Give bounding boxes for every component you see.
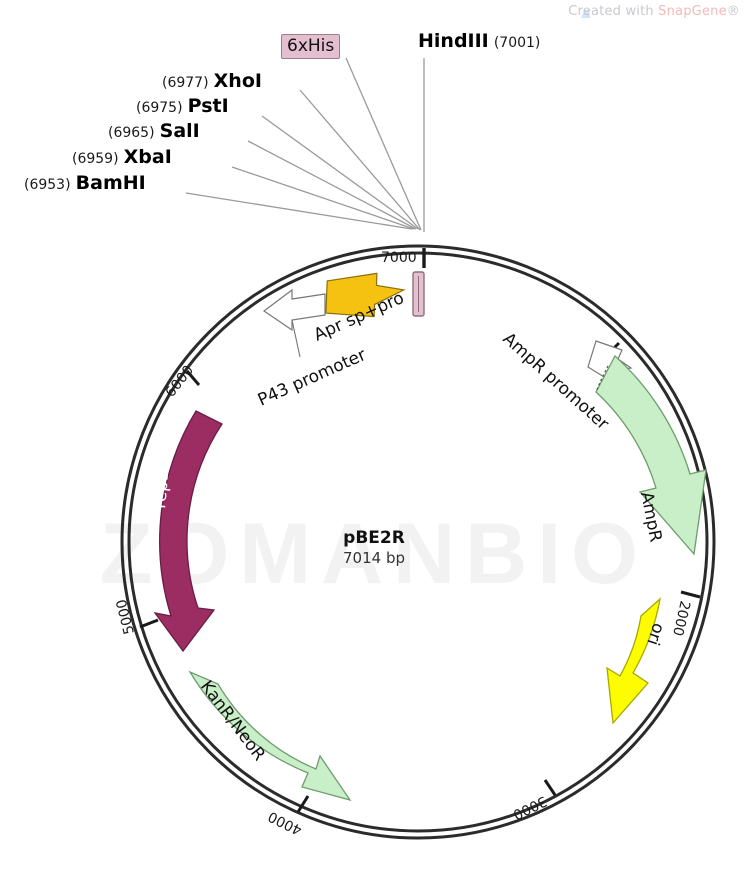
site-position-sali: (6965) xyxy=(108,125,155,141)
feature-6xhis-marker xyxy=(412,271,425,317)
site-label-sali[interactable]: (6965) SalI xyxy=(108,120,200,142)
plasmid-name: pBE2R xyxy=(343,528,405,548)
tick-label-2000: 2000 xyxy=(669,599,693,637)
leader-line-xhoi xyxy=(299,89,421,231)
leader-line-bamhi xyxy=(185,192,413,230)
restriction-leader-lines xyxy=(185,57,425,232)
site-position-xhoi: (6977) xyxy=(162,75,209,91)
site-position-psti: (6975) xyxy=(136,100,183,116)
snapgene-watermark: Created with SnapGene® xyxy=(568,4,740,19)
site-enzyme-xbai: XbaI xyxy=(123,146,172,168)
feature-label-kanr-neor: KanR/NeoR xyxy=(196,677,269,765)
leader-line-sali xyxy=(247,140,417,230)
feature-label-p43-promoter: P43 promoter xyxy=(255,345,369,411)
site-enzyme-psti: PstI xyxy=(187,95,229,117)
tick-label-7000: 7000 xyxy=(381,250,417,266)
feature-p43-promoter[interactable] xyxy=(262,288,326,358)
plasmid-size: 7014 bp xyxy=(343,549,405,567)
leader-line-6xhis xyxy=(345,57,422,231)
feature-label-repb: repB xyxy=(150,468,173,509)
tag-label-6xhis[interactable]: 6xHis xyxy=(281,34,341,59)
feature-apr-sp-pro[interactable] xyxy=(324,272,406,319)
site-label-bamhi[interactable]: (6953) BamHI xyxy=(24,172,146,194)
site-enzyme-xhoi: XhoI xyxy=(213,70,262,92)
snapgene-logo-icon xyxy=(581,8,590,18)
site-position-xbai: (6959) xyxy=(72,151,119,167)
tick-mark-6000 xyxy=(185,370,201,386)
tick-mark-5000 xyxy=(139,618,159,629)
tick-label-3000: 3000 xyxy=(510,792,549,822)
plasmid-backbone xyxy=(120,244,716,840)
snapgene-watermark-suffix: ® xyxy=(726,4,740,19)
snapgene-watermark-prefix: Created with xyxy=(568,4,659,19)
feature-kanr-neor[interactable] xyxy=(188,670,352,802)
ampr-start-dash xyxy=(595,365,609,393)
site-position-hindiii: (7001) xyxy=(493,35,541,51)
tick-mark-2000 xyxy=(680,590,701,599)
feature-repb[interactable] xyxy=(153,410,223,653)
snapgene-watermark-brand: SnapGene xyxy=(658,4,727,19)
feature-ampr[interactable] xyxy=(595,354,707,556)
leader-line-psti xyxy=(261,115,419,230)
feature-ori[interactable] xyxy=(606,597,661,725)
site-position-bamhi: (6953) xyxy=(24,177,71,193)
site-enzyme-bamhi: BamHI xyxy=(75,172,146,194)
site-label-psti[interactable]: (6975) PstI xyxy=(136,95,229,117)
site-enzyme-sali: SalI xyxy=(159,120,200,142)
leader-line-xbai xyxy=(231,166,415,230)
site-label-hindiii[interactable]: HindIII (7001) xyxy=(418,30,540,52)
site-label-xbai[interactable]: (6959) XbaI xyxy=(72,146,172,168)
p43-promoter-leader xyxy=(291,319,301,358)
site-enzyme-hindiii: HindIII xyxy=(418,30,489,52)
tick-mark-4000 xyxy=(296,795,310,813)
tick-mark-3000 xyxy=(543,779,557,796)
site-label-xhoi[interactable]: (6977) XhoI xyxy=(162,70,262,92)
